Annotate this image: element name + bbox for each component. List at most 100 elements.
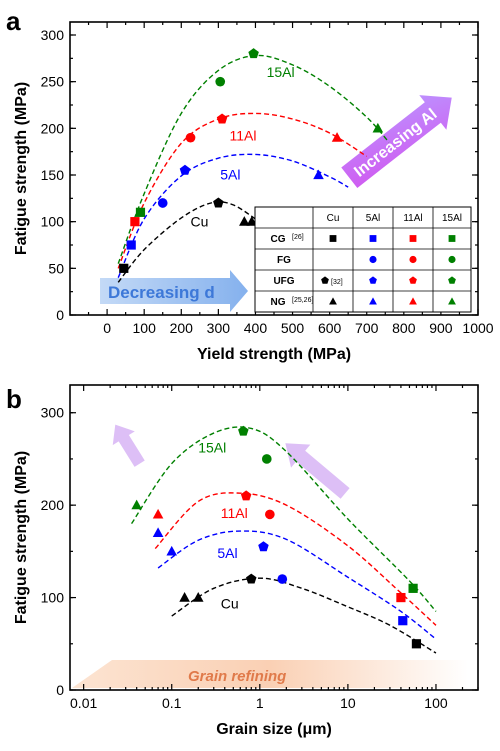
x-tick-label: 1 <box>256 695 264 711</box>
data-point-15al <box>261 454 272 464</box>
fit-curve-15al <box>130 426 437 612</box>
y-tick-label: 300 <box>41 405 65 421</box>
legend-row-label: UFG <box>273 276 294 287</box>
x-tick-label: 500 <box>281 320 305 336</box>
legend-marker <box>329 235 337 242</box>
y-axis-label: Fatigue strength (MPa) <box>13 451 30 624</box>
legend-col-header: 5Al <box>366 213 380 224</box>
legend-marker <box>409 255 417 264</box>
increasing-al-arrow: Increasing Al <box>341 95 452 188</box>
panel-b-label: b <box>6 384 22 414</box>
fit-curve-5al <box>157 530 437 640</box>
y-axis-label: Fatigue strength (MPa) <box>13 82 30 255</box>
legend-row-ref: [26] <box>292 234 304 241</box>
y-tick-label: 100 <box>41 214 65 230</box>
curve-label: 11Al <box>221 505 248 521</box>
x-tick-label: 600 <box>318 320 342 336</box>
y-tick-label: 150 <box>41 167 65 183</box>
decreasing-d-text: Decreasing d <box>108 283 215 302</box>
data-point-5al <box>126 240 136 250</box>
legend-row-ref: [25,26] <box>292 297 313 304</box>
legend-marker <box>448 276 456 284</box>
legend-marker <box>369 235 377 242</box>
data-point-5al <box>157 198 168 208</box>
data-point-5al <box>152 527 164 538</box>
data-point-cu <box>192 592 204 602</box>
panel-a-label: a <box>6 6 21 36</box>
legend-table: Cu 5Al 11Al 15Al CG [26] FG UFG [32] NG [25,26] <box>254 206 472 313</box>
data-point-cu <box>411 639 422 649</box>
data-point-11al <box>240 490 252 501</box>
legend-cell-ref: [32] <box>331 279 343 286</box>
y-tick-label: 100 <box>41 590 65 606</box>
x-axis-label: Yield strength (MPa) <box>197 346 351 363</box>
legend-table-frame <box>254 206 472 313</box>
x-tick-label: 200 <box>170 320 194 336</box>
x-tick-label: 0.01 <box>70 695 97 711</box>
data-point-5al <box>398 616 408 626</box>
legend-row-label: NG <box>271 297 286 308</box>
data-point-cu <box>246 573 257 584</box>
panel-a-plot: 0 50 100 150 200 250 300 0 100 200 300 400 500 600 700… <box>13 21 494 363</box>
data-point-11al <box>185 132 196 143</box>
legend-col-header: 15Al <box>442 213 462 224</box>
curve-label: 5Al <box>220 167 240 183</box>
decreasing-d-arrow: Decreasing d <box>100 270 248 312</box>
curve-label: Cu <box>191 213 209 229</box>
x-tick-label: 100 <box>424 695 448 711</box>
fit-curve-11al <box>117 112 368 269</box>
data-point-5al <box>166 545 178 556</box>
y-tick-label: 0 <box>56 682 64 698</box>
legend-marker <box>321 276 329 284</box>
legend-marker <box>409 297 417 305</box>
y-tick-label: 300 <box>41 27 65 43</box>
x-tick-label: 1000 <box>462 320 493 336</box>
data-point-cu <box>179 592 190 602</box>
curve-label: 5Al <box>217 545 237 561</box>
legend-marker <box>448 297 456 305</box>
data-point-5al <box>277 574 288 584</box>
legend-marker <box>329 297 337 305</box>
data-point-15al <box>238 425 249 436</box>
curve-label: 11Al <box>229 127 256 143</box>
curve-label: 15Al <box>198 439 226 455</box>
x-tick-label: 400 <box>244 320 268 336</box>
legend-marker <box>369 255 377 264</box>
y-tick-label: 0 <box>56 307 64 323</box>
data-point-cu <box>119 263 129 273</box>
fit-curve-11al <box>154 492 437 626</box>
data-point-15al <box>408 583 418 593</box>
x-tick-label: 800 <box>392 320 416 336</box>
legend-marker <box>448 255 456 264</box>
x-tick-label: 900 <box>429 320 453 336</box>
data-point-11al <box>152 508 164 519</box>
legend-col-header: Cu <box>327 213 340 224</box>
legend-col-header: 11Al <box>403 213 422 224</box>
legend-row-label: CG <box>271 234 286 245</box>
data-point-cu <box>246 216 258 226</box>
panel-b-plot: 0 100 200 300 0.01 0.1 1 10 100 Grain size (μm) Fa… <box>13 384 479 738</box>
data-point-11al <box>396 592 406 603</box>
x-tick-label: 0.1 <box>162 695 182 711</box>
x-tick-label: 0 <box>103 320 111 336</box>
legend-marker <box>409 276 417 284</box>
legend-marker <box>369 297 377 305</box>
grain-refining-arrow: Grain refining <box>72 660 468 688</box>
data-point-5al <box>179 164 191 175</box>
fit-curve-cu <box>171 577 437 654</box>
y-tick-label: 250 <box>41 74 65 90</box>
y-tick-label: 50 <box>48 260 64 276</box>
data-point-cu <box>239 216 250 226</box>
data-point-5al <box>313 169 324 180</box>
x-tick-label: 300 <box>207 320 231 336</box>
increasing-al-text: Increasing Al <box>351 106 440 181</box>
data-point-cu <box>213 197 224 208</box>
fit-curve-5al <box>117 153 349 278</box>
data-point-11al <box>265 509 275 520</box>
legend-marker <box>369 276 377 284</box>
data-point-15al <box>135 207 146 217</box>
curve-label: 15Al <box>267 64 295 80</box>
data-point-11al <box>216 113 228 124</box>
legend-marker <box>448 235 456 242</box>
